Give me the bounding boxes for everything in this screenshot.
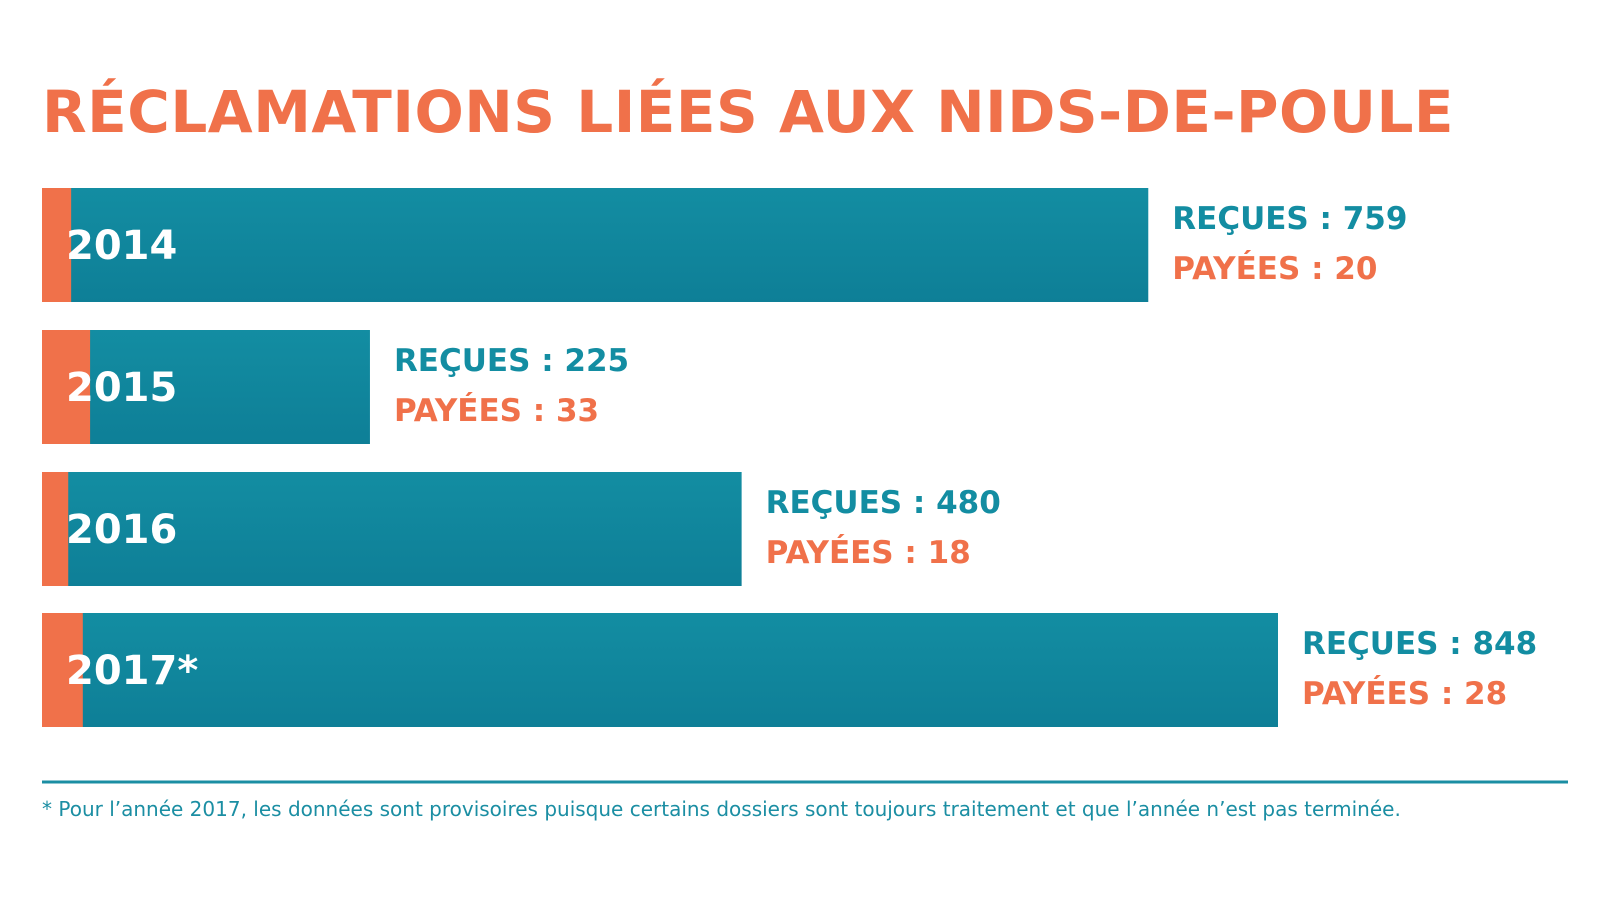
value-label-paid-2014: PAYÉES : 20 [1172, 251, 1377, 287]
bar-paid-2015 [42, 330, 91, 444]
footnote: * Pour l’année 2017, les données sont pr… [42, 797, 1401, 821]
value-label-received-2016: REÇUES : 480 [766, 485, 1001, 521]
category-label-2015: 2015 [66, 365, 177, 411]
category-label-2017: 2017* [66, 648, 198, 694]
bar-paid-2017 [42, 613, 83, 727]
bars-group: 2014 REÇUES : 759 PAYÉES : 20 2015 REÇUES : … [42, 188, 1537, 727]
category-label-2014: 2014 [66, 223, 177, 269]
bar-received-2017 [42, 613, 1278, 727]
category-label-2016: 2016 [66, 507, 177, 553]
chart-title: RÉCLAMATIONS LIÉES AUX NIDS-DE-POULE [42, 77, 1454, 146]
value-label-received-2015: REÇUES : 225 [394, 343, 629, 379]
value-label-paid-2016: PAYÉES : 18 [766, 535, 971, 571]
value-label-paid-2017: PAYÉES : 28 [1302, 676, 1507, 712]
bar-paid-2016 [42, 472, 69, 586]
bar-received-2014 [42, 188, 1149, 302]
value-label-received-2014: REÇUES : 759 [1172, 201, 1407, 237]
value-label-paid-2015: PAYÉES : 33 [394, 393, 599, 429]
bar-paid-2014 [42, 188, 72, 302]
bar-received-2016 [42, 472, 742, 586]
value-label-received-2017: REÇUES : 848 [1302, 626, 1537, 662]
bar-received-2015 [42, 330, 370, 444]
